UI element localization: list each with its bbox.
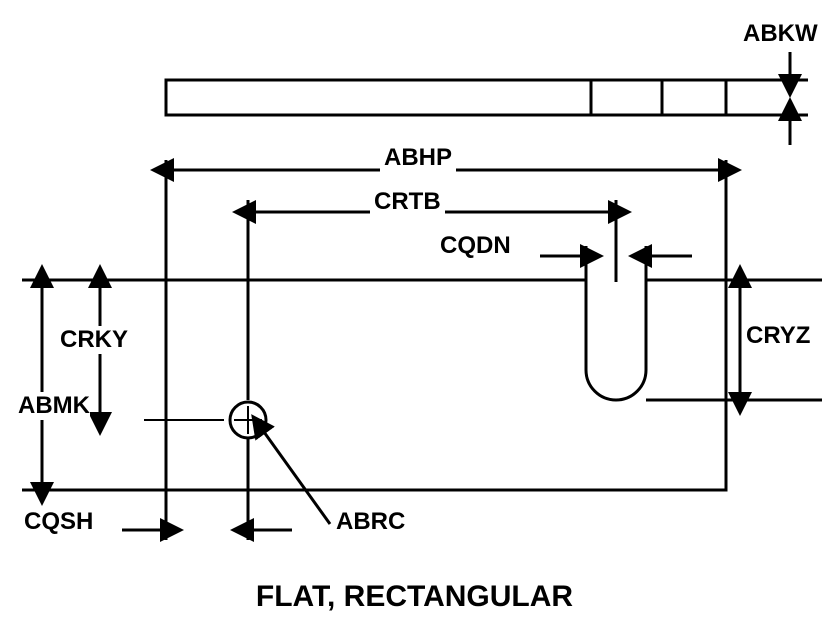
label-crtb: CRTB [370,188,445,216]
label-cqsh: CQSH [24,508,93,536]
dim-left [22,280,166,490]
label-crky: CRKY [60,326,128,354]
label-abhp: ABHP [380,144,456,172]
label-abkw: ABKW [743,20,818,48]
drawing-title: FLAT, RECTANGULAR [0,580,829,614]
dim-crtb [248,200,616,400]
front-view [166,280,726,490]
label-cryz: CRYZ [746,322,810,350]
label-cqdn: CQDN [440,232,511,260]
drawing-canvas: ABKW ABHP CRTB CQDN CRYZ CRKY ABMK CQSH … [0,0,829,644]
label-abrc: ABRC [336,508,405,536]
hole [144,402,266,438]
engineering-drawing [0,0,829,644]
dim-abhp [166,160,726,282]
top-view [166,80,726,115]
dim-abrc [264,432,330,524]
label-abmk: ABMK [18,392,90,420]
dim-abkw [726,52,808,145]
